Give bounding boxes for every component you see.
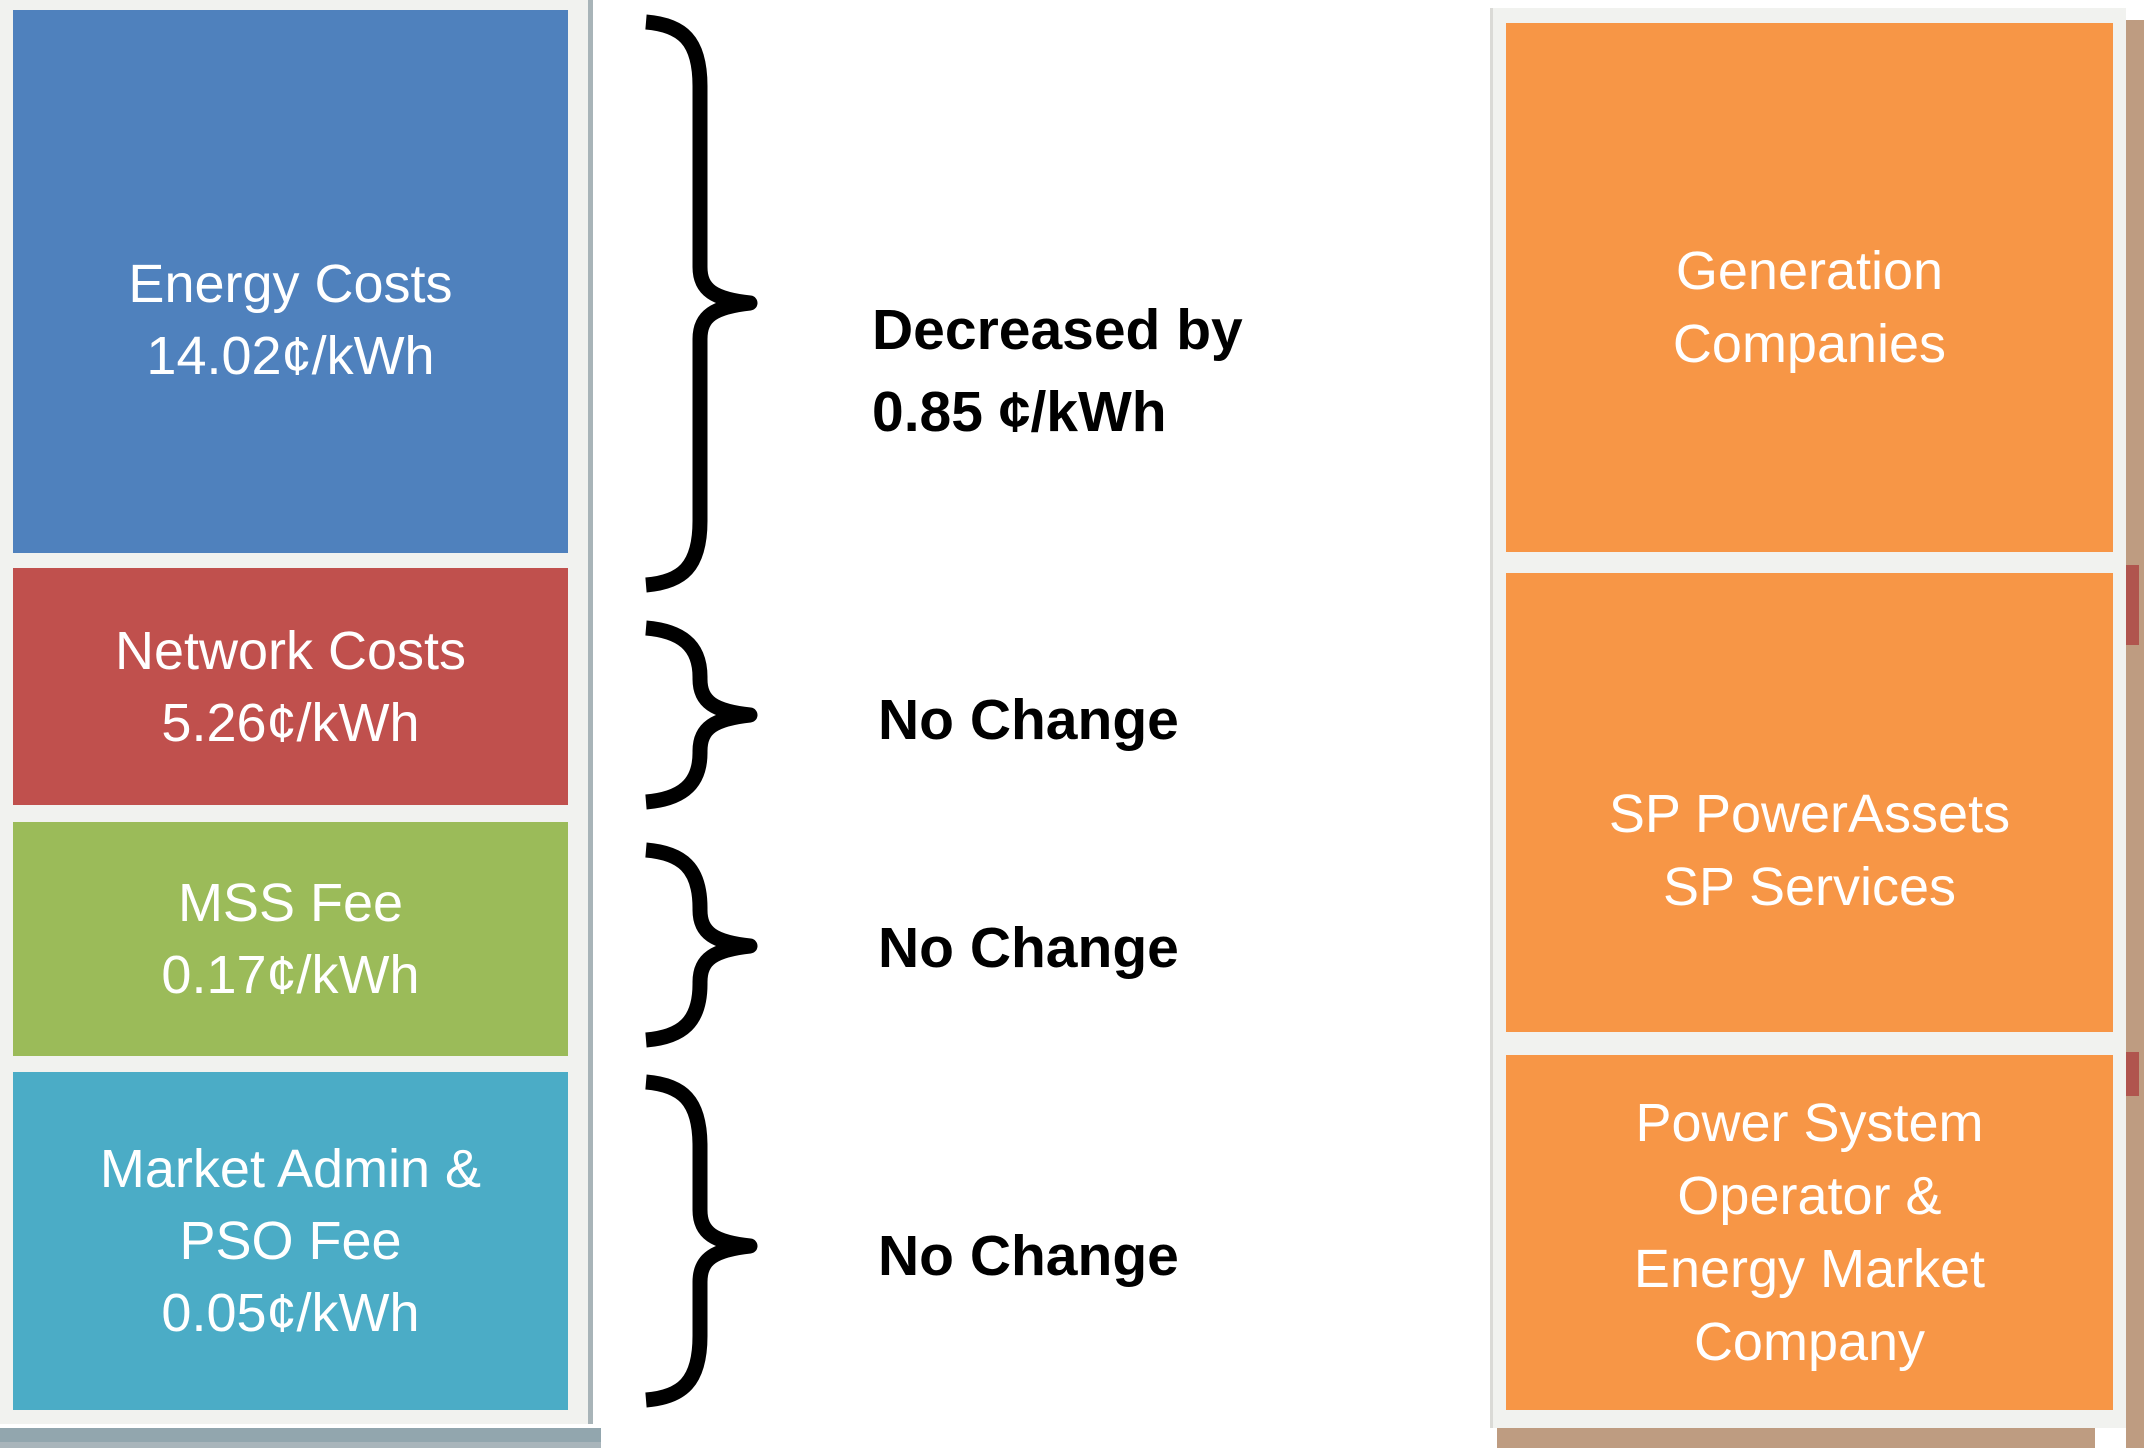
right-edge-fragment bbox=[2126, 565, 2139, 645]
psoemc-line4: Company bbox=[1693, 1311, 1926, 1372]
mss-fee-label: MSS Fee 0.17¢/kWh bbox=[161, 867, 419, 1011]
left-bottom-strip bbox=[0, 1442, 601, 1448]
network-costs-label: Network Costs 5.26¢/kWh bbox=[115, 615, 466, 759]
mss-fee-block: MSS Fee 0.17¢/kWh bbox=[13, 822, 568, 1056]
energy-costs-line2: 14.02¢/kWh bbox=[146, 325, 435, 386]
energy-change-line1: Decreased by bbox=[872, 298, 1243, 362]
mss-brace bbox=[645, 842, 758, 1048]
market-admin-line3: 0.05¢/kWh bbox=[161, 1283, 420, 1343]
energy-costs-label: Energy Costs 14.02¢/kWh bbox=[128, 248, 452, 392]
left-bottom-bar bbox=[0, 1428, 601, 1442]
energy-brace bbox=[645, 14, 758, 593]
psoemc-line2: Operator & bbox=[1677, 1165, 1942, 1226]
right-edge-fragment bbox=[2126, 1052, 2139, 1096]
market-admin-pso-fee-label: Market Admin & PSO Fee 0.05¢/kWh bbox=[100, 1133, 481, 1349]
sp-powerassets-services-block: SP PowerAssets SP Services bbox=[1506, 573, 2113, 1032]
network-change-annotation: No Change bbox=[878, 688, 1179, 752]
power-system-operator-emc-label: Power System Operator & Energy Market Co… bbox=[1634, 1087, 1985, 1379]
network-brace bbox=[645, 620, 758, 810]
market-admin-pso-fee-block: Market Admin & PSO Fee 0.05¢/kWh bbox=[13, 1072, 568, 1410]
mss-fee-line2: 0.17¢/kWh bbox=[161, 945, 420, 1005]
right-bottom-bar bbox=[1497, 1428, 2095, 1448]
generation-companies-block: Generation Companies bbox=[1506, 23, 2113, 552]
market-change-annotation: No Change bbox=[878, 1224, 1179, 1288]
power-system-operator-emc-block: Power System Operator & Energy Market Co… bbox=[1506, 1055, 2113, 1410]
market-admin-line2: PSO Fee bbox=[179, 1211, 402, 1271]
gencos-line2: Companies bbox=[1672, 313, 1947, 374]
psoemc-line3: Energy Market bbox=[1633, 1238, 1986, 1299]
energy-change-line2: 0.85 ¢/kWh bbox=[872, 380, 1167, 444]
market-brace bbox=[645, 1074, 758, 1408]
sp-line2: SP Services bbox=[1662, 856, 1957, 917]
sp-line1: SP PowerAssets bbox=[1608, 783, 2011, 844]
market-admin-line1: Market Admin & bbox=[99, 1139, 482, 1199]
right-edge-strip bbox=[2126, 20, 2144, 1448]
gencos-line1: Generation bbox=[1675, 240, 1944, 301]
network-costs-block: Network Costs 5.26¢/kWh bbox=[13, 568, 568, 805]
energy-costs-block: Energy Costs 14.02¢/kWh bbox=[13, 10, 568, 553]
mss-fee-line1: MSS Fee bbox=[177, 873, 404, 933]
sp-powerassets-services-label: SP PowerAssets SP Services bbox=[1609, 778, 2010, 924]
cost-stack-panel: Energy Costs 14.02¢/kWh Network Costs 5.… bbox=[0, 0, 593, 1424]
psoemc-line1: Power System bbox=[1635, 1092, 1984, 1153]
generation-companies-label: Generation Companies bbox=[1673, 235, 1946, 381]
network-costs-line2: 5.26¢/kWh bbox=[161, 692, 420, 753]
energy-costs-line1: Energy Costs bbox=[128, 253, 453, 314]
mss-change-annotation: No Change bbox=[878, 916, 1179, 980]
entity-stack-panel: Generation Companies SP PowerAssets SP S… bbox=[1490, 8, 2126, 1428]
energy-change-annotation: Decreased by 0.85 ¢/kWh bbox=[872, 289, 1243, 453]
network-costs-line1: Network Costs bbox=[114, 620, 467, 681]
